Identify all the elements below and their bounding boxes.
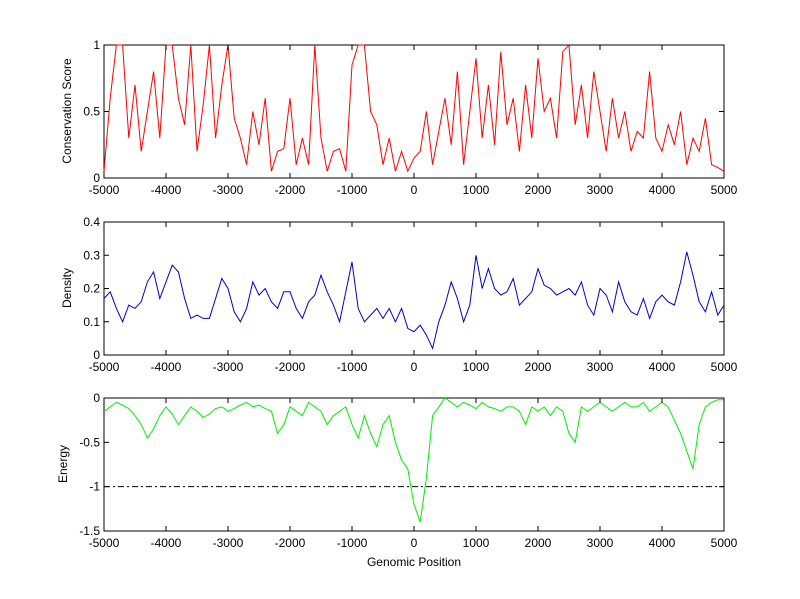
conservation-x-tick-label: 0: [411, 183, 418, 197]
density-y-label: Density: [60, 268, 74, 308]
energy-y-ticks: -1.5 -1 -0.5 0: [79, 391, 724, 538]
density-y-tick-label: 0.3: [83, 248, 100, 262]
conservation-y-label: Conservation Score: [60, 58, 74, 164]
energy-y-label: Energy: [56, 445, 70, 483]
conservation-x-ticks: -5000 -4000 -3000 -2000 -1000 0 1000 2000 3000 40…: [89, 45, 738, 197]
density-x-tick-label: 0: [411, 360, 418, 374]
conservation-x-tick-label: 2000: [525, 183, 552, 197]
density-x-tick-label: -2000: [275, 360, 306, 374]
conservation-score-panel: -5000 -4000 -3000 -2000 -1000 0 1000 2000 3000 40…: [60, 38, 738, 197]
conservation-x-tick-label: 1000: [463, 183, 490, 197]
energy-y-tick-label: 0: [93, 391, 100, 405]
energy-x-tick-label: -4000: [151, 536, 182, 550]
energy-y-tick-label: -1.5: [79, 524, 100, 538]
conservation-y-ticks: 00.51: [83, 38, 724, 185]
energy-x-tick-label: 1000: [463, 536, 490, 550]
energy-x-tick-label: 5000: [711, 536, 738, 550]
density-x-tick-label: 4000: [649, 360, 676, 374]
conservation-x-tick-label: -5000: [89, 183, 120, 197]
energy-x-ticks: -5000 -4000 -3000 -2000 -1000 0 1000 2000 3000 40…: [89, 398, 738, 550]
energy-y-tick-label: -0.5: [79, 435, 100, 449]
density-x-tick-label: 3000: [587, 360, 614, 374]
energy-x-tick-label: 4000: [649, 536, 676, 550]
conservation-x-tick-label: 3000: [587, 183, 614, 197]
density-x-tick-label: -3000: [213, 360, 244, 374]
density-y-ticks: 0 0.1 0.2 0.3 0.4: [83, 215, 724, 362]
energy-x-tick-label: -5000: [89, 536, 120, 550]
energy-line-group: [103, 397, 724, 523]
density-x-tick-label: 5000: [711, 360, 738, 374]
conservation-x-tick-label: -4000: [151, 183, 182, 197]
energy-x-tick-label: 3000: [587, 536, 614, 550]
density-x-tick-label: -4000: [151, 360, 182, 374]
density-x-ticks: -5000 -4000 -3000 -2000 -1000 0 1000 2000 3000 40…: [89, 222, 738, 374]
energy-axes: [103, 397, 725, 532]
conservation-x-tick-label: -3000: [213, 183, 244, 197]
conservation-y-tick-label: 0.5: [83, 105, 100, 119]
x-axis-label: Genomic Position: [367, 555, 461, 569]
conservation-x-tick-label: 5000: [711, 183, 738, 197]
energy-x-tick-label: 2000: [525, 536, 552, 550]
energy-y-tick-label: -1: [89, 480, 100, 494]
energy-panel: -5000 -4000 -3000 -2000 -1000 0 1000 2000 3000 40…: [56, 391, 738, 569]
energy-x-tick-label: 0: [411, 536, 418, 550]
density-x-tick-label: 2000: [525, 360, 552, 374]
conservation-line-group: [103, 43, 725, 173]
density-series-line: [103, 251, 725, 350]
density-x-tick-label: 1000: [463, 360, 490, 374]
density-x-tick-label: -5000: [89, 360, 120, 374]
energy-x-tick-label: -2000: [275, 536, 306, 550]
density-y-tick-label: 0: [93, 348, 100, 362]
density-line-group: [103, 251, 725, 350]
conservation-x-tick-label: -2000: [275, 183, 306, 197]
density-y-tick-label: 0.4: [83, 215, 100, 229]
density-y-tick-label: 0.1: [83, 315, 100, 329]
density-panel: -5000 -4000 -3000 -2000 -1000 0 1000 2000 3000 40…: [60, 215, 738, 374]
density-axes: [103, 221, 725, 356]
energy-x-tick-label: -1000: [337, 536, 368, 550]
conservation-x-tick-label: 4000: [649, 183, 676, 197]
energy-x-tick-label: -3000: [213, 536, 244, 550]
density-y-tick-label: 0.2: [83, 282, 100, 296]
energy-series-line: [103, 397, 724, 523]
conservation-y-tick-label: 1: [93, 38, 100, 52]
conservation-y-tick-label: 0: [93, 171, 100, 185]
density-x-tick-label: -1000: [337, 360, 368, 374]
conservation-series-line: [103, 43, 725, 173]
conservation-x-tick-label: -1000: [337, 183, 368, 197]
